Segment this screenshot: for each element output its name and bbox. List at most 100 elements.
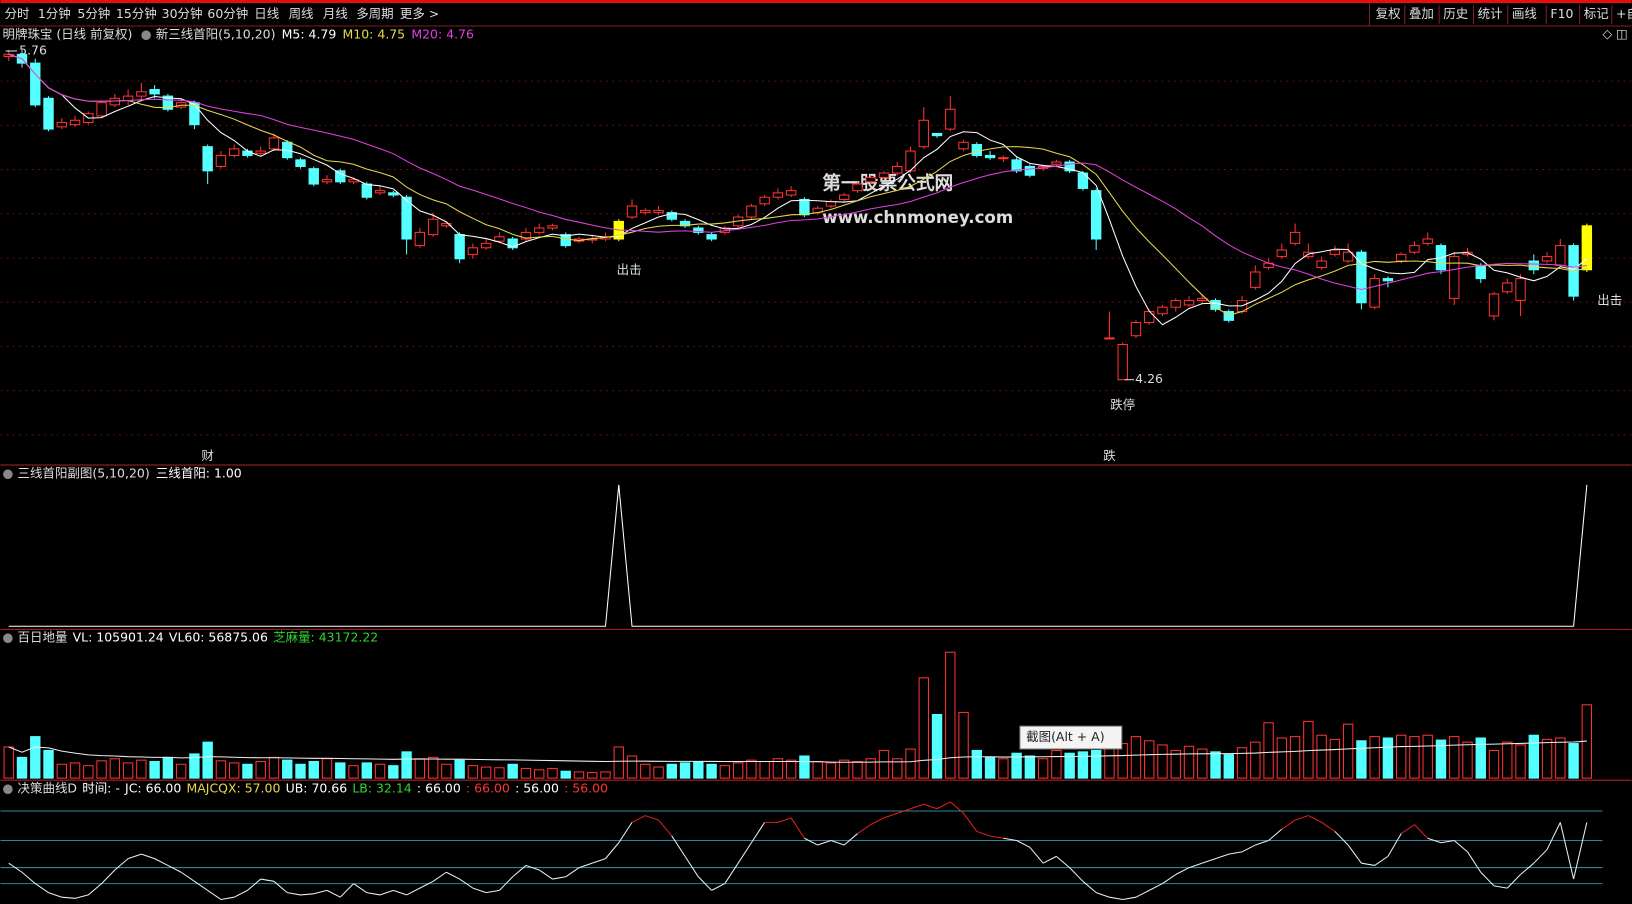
toolbar-button[interactable]: +自: [1616, 6, 1632, 21]
toolbar-button[interactable]: 标记: [1584, 6, 1609, 21]
toolbar-button[interactable]: 统计: [1478, 6, 1503, 21]
volume-bar: [998, 758, 1009, 779]
volume-bar: [984, 756, 996, 779]
jc-segment: [419, 880, 434, 889]
candle-body: [1356, 251, 1367, 304]
jc-segment: [432, 871, 447, 882]
jc-segment: [817, 840, 832, 846]
moving-average: [8, 53, 1587, 290]
candle-body: [388, 192, 399, 196]
jc-segment: [194, 880, 208, 891]
candle-body: [1250, 271, 1261, 288]
volume-bar: [1449, 736, 1460, 779]
candle-body: [706, 234, 717, 240]
toolbar-button[interactable]: 复权: [1376, 6, 1401, 21]
jc-segment: [74, 894, 89, 899]
indicator-label: VL: 105901.24: [73, 629, 164, 644]
volume-bar: [467, 765, 479, 779]
indicator-label: LB: 32.14: [352, 780, 411, 795]
jc-segment: [273, 880, 288, 894]
candle-body: [1329, 249, 1341, 255]
jc-segment: [697, 876, 712, 891]
volume-bar: [1011, 752, 1022, 779]
toolbar-button[interactable]: 画线: [1512, 6, 1537, 21]
volume-bar: [427, 756, 439, 779]
candle-body: [839, 194, 850, 200]
jc-segment: [1427, 837, 1442, 844]
candle-body: [335, 170, 346, 183]
volume-bar: [321, 758, 333, 779]
jc-segment: [525, 864, 540, 871]
candle-body: [1157, 306, 1168, 315]
jc-segment: [1559, 822, 1575, 880]
volume-bar: [626, 755, 638, 779]
candle-body: [308, 168, 319, 185]
menu-tab[interactable]: 1分钟: [38, 6, 71, 21]
volume-bar: [825, 762, 837, 779]
candle-body: [1024, 165, 1036, 176]
volume-bar: [812, 761, 823, 779]
volume-bar: [573, 771, 585, 779]
candle-body: [1541, 256, 1553, 262]
volume-bar: [1369, 736, 1380, 779]
jc-segment: [631, 815, 646, 823]
ma-label: M10: 4.75: [343, 26, 406, 41]
volume-bar: [268, 756, 280, 779]
jc-segment: [777, 817, 792, 823]
menu-tab[interactable]: 60分钟: [207, 6, 248, 21]
volume-bar: [759, 761, 770, 779]
moving-average: [8, 53, 1587, 316]
jc-segment: [671, 835, 686, 857]
volume-bar: [1541, 738, 1553, 779]
toolbar-button[interactable]: 叠加: [1409, 6, 1434, 21]
candle-body: [228, 148, 240, 156]
menu-tab[interactable]: 分时: [5, 6, 30, 21]
menu-tab[interactable]: 更多 >: [400, 6, 439, 21]
candle-body: [242, 150, 253, 156]
toolbar-button[interactable]: 历史: [1443, 6, 1468, 21]
menu-tab[interactable]: 多周期: [356, 6, 393, 21]
candle-body: [1515, 278, 1526, 302]
jc-segment: [339, 883, 354, 898]
candle-body: [1581, 225, 1593, 271]
candle-body: [878, 172, 890, 178]
jc-segment: [1029, 846, 1044, 864]
candle-body: [520, 231, 532, 240]
sub-value: 三线首阳: 1.00: [156, 465, 242, 480]
toolbar-button[interactable]: F10: [1550, 6, 1573, 21]
candle-body: [1369, 278, 1380, 308]
jc-segment: [87, 883, 102, 896]
candle-body: [1316, 260, 1327, 269]
volume-bar: [136, 759, 147, 779]
tooltip-box: [1019, 725, 1123, 750]
volume-bar: [361, 762, 373, 779]
jc-segment: [923, 803, 938, 810]
volume-bar: [1037, 758, 1049, 779]
jc-segment: [1400, 824, 1415, 835]
jc-segment: [1506, 874, 1521, 889]
jc-segment: [538, 869, 553, 880]
candle-body: [666, 212, 678, 220]
volume-bar: [1064, 752, 1075, 779]
menu-tab[interactable]: 月线: [323, 6, 348, 21]
menu-tab[interactable]: 周线: [289, 6, 314, 21]
candle-body: [374, 190, 386, 194]
low-label: 4.26: [1135, 371, 1163, 386]
menu-tab[interactable]: 15分钟: [116, 6, 157, 21]
candle-body: [507, 238, 518, 249]
candle-body: [1104, 337, 1115, 340]
menu-tab[interactable]: 5分钟: [77, 6, 110, 21]
icon: ◇ ◫: [1602, 26, 1627, 41]
menu-tab[interactable]: 日线: [254, 6, 279, 21]
volume-bar: [1210, 751, 1221, 779]
menu-tab[interactable]: 30分钟: [162, 6, 203, 21]
volume-bar: [1409, 736, 1420, 779]
candle-body: [136, 91, 147, 97]
limit-down-label: 跌停: [1110, 397, 1135, 412]
volume-bar: [892, 758, 903, 779]
volume-bar: [732, 762, 744, 779]
volume-bar: [772, 758, 784, 779]
jc-segment: [790, 817, 805, 839]
volume-bar: [1051, 749, 1062, 779]
